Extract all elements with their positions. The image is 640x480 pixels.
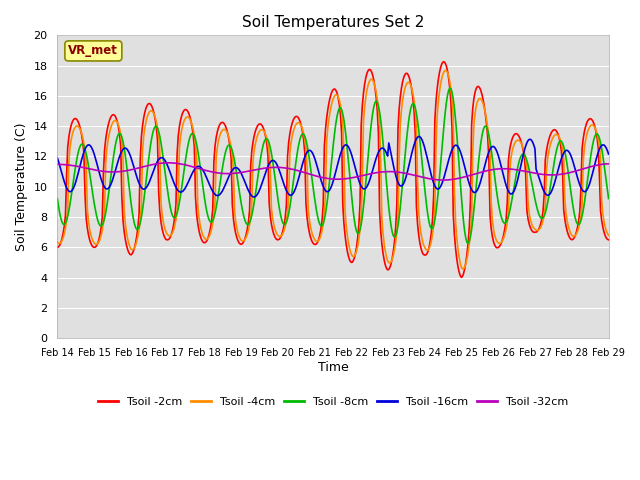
Tsoil -2cm <box>286 131 294 137</box>
Tsoil -4cm <box>442 68 449 73</box>
Tsoil -8cm <box>465 240 472 246</box>
Tsoil -32cm <box>461 174 468 180</box>
Tsoil -4cm <box>54 240 61 245</box>
Tsoil -2cm <box>362 75 370 81</box>
Tsoil -16cm <box>363 184 371 190</box>
Line: Tsoil -16cm: Tsoil -16cm <box>58 136 609 197</box>
Tsoil -8cm <box>286 204 294 210</box>
Tsoil -32cm <box>226 171 234 177</box>
Tsoil -2cm <box>388 255 396 261</box>
Tsoil -2cm <box>556 140 564 146</box>
Tsoil -2cm <box>461 266 468 272</box>
Tsoil -32cm <box>605 161 612 167</box>
Tsoil -4cm <box>388 256 396 262</box>
Tsoil -16cm <box>605 151 612 157</box>
Tsoil -16cm <box>54 155 61 161</box>
Tsoil -4cm <box>461 264 468 270</box>
Line: Tsoil -32cm: Tsoil -32cm <box>58 163 609 180</box>
Tsoil -2cm <box>225 136 233 142</box>
Text: VR_met: VR_met <box>68 45 118 58</box>
Tsoil -16cm <box>287 192 295 198</box>
Tsoil -4cm <box>286 150 294 156</box>
Line: Tsoil -2cm: Tsoil -2cm <box>58 62 609 277</box>
Tsoil -8cm <box>225 142 233 148</box>
Tsoil -2cm <box>440 59 448 65</box>
Tsoil -4cm <box>459 266 467 272</box>
Tsoil -8cm <box>605 196 612 202</box>
Tsoil -32cm <box>287 166 295 172</box>
Tsoil -2cm <box>605 237 612 243</box>
Tsoil -2cm <box>458 275 465 280</box>
X-axis label: Time: Time <box>317 360 348 374</box>
Tsoil -4cm <box>362 95 370 100</box>
Tsoil -8cm <box>54 196 61 202</box>
Tsoil -32cm <box>363 172 371 178</box>
Tsoil -16cm <box>461 164 468 170</box>
Legend: Tsoil -2cm, Tsoil -4cm, Tsoil -8cm, Tsoil -16cm, Tsoil -32cm: Tsoil -2cm, Tsoil -4cm, Tsoil -8cm, Tsoi… <box>93 392 573 411</box>
Tsoil -8cm <box>556 138 564 144</box>
Tsoil -4cm <box>225 134 233 140</box>
Title: Soil Temperatures Set 2: Soil Temperatures Set 2 <box>242 15 424 30</box>
Tsoil -16cm <box>415 133 422 139</box>
Tsoil -16cm <box>225 174 233 180</box>
Tsoil -8cm <box>362 180 370 186</box>
Tsoil -8cm <box>388 229 396 235</box>
Tsoil -32cm <box>439 177 447 183</box>
Tsoil -8cm <box>460 219 467 225</box>
Tsoil -16cm <box>250 194 258 200</box>
Line: Tsoil -4cm: Tsoil -4cm <box>58 71 609 269</box>
Line: Tsoil -8cm: Tsoil -8cm <box>58 88 609 243</box>
Y-axis label: Soil Temperature (C): Soil Temperature (C) <box>15 122 28 251</box>
Tsoil -4cm <box>556 137 564 143</box>
Tsoil -32cm <box>54 161 61 167</box>
Tsoil -32cm <box>164 160 172 166</box>
Tsoil -32cm <box>390 169 397 175</box>
Tsoil -16cm <box>390 162 397 168</box>
Tsoil -32cm <box>556 171 564 177</box>
Tsoil -2cm <box>54 244 61 250</box>
Tsoil -16cm <box>556 159 564 165</box>
Tsoil -4cm <box>605 232 612 238</box>
Tsoil -8cm <box>446 85 454 91</box>
